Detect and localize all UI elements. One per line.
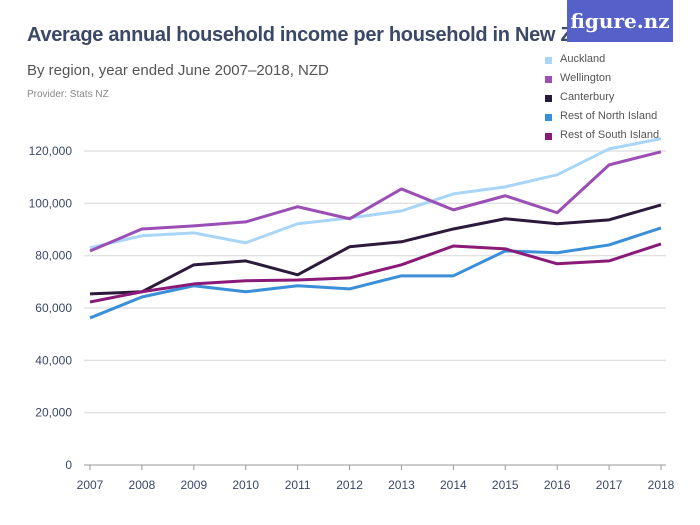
x-tick-label: 2017 [596,478,623,492]
y-tick-label: 80,000 [35,249,72,263]
x-tick-label: 2015 [492,478,519,492]
legend-swatch [545,75,552,83]
y-tick-label: 100,000 [29,196,73,210]
y-tick-label: 20,000 [35,406,72,420]
x-tick-label: 2018 [648,478,675,492]
x-tick-label: 2013 [388,478,415,492]
series-line-rest-of-south-island [89,242,662,304]
provider-note: Provider: Stats NZ [27,89,109,100]
series-line-canterbury [89,203,662,296]
series-line-auckland [89,137,662,250]
x-tick-label: 2008 [129,478,156,492]
legend-label: Canterbury [560,90,615,103]
legend-label: Rest of South Island [560,128,660,141]
y-tick-label: 40,000 [35,353,72,367]
legend-swatch [545,132,552,140]
x-tick-label: 2012 [336,478,363,492]
legend-swatch [545,94,552,102]
legend-item: Rest of North Island [545,106,659,125]
x-tick-label: 2009 [180,478,207,492]
legend-label: Wellington [560,71,612,84]
legend-label: Auckland [560,52,606,65]
y-tick-label: 0 [65,458,72,472]
legend-swatch [545,113,552,121]
series-line-wellington [89,150,662,253]
figure-nz-logo[interactable]: figure.nz [567,0,673,42]
legend-item: Rest of South Island [545,125,659,144]
legend-swatch [545,56,552,64]
x-tick-label: 2016 [544,478,571,492]
chart-subtitle: By region, year ended June 2007–2018, NZ… [27,62,329,79]
series-line-rest-of-north-island [89,226,662,320]
legend-label: Rest of North Island [560,109,658,122]
x-tick-label: 2010 [232,478,259,492]
legend-item: Canterbury [545,87,659,106]
legend: Auckland Wellington Canterbury Rest of Nort… [545,49,659,144]
y-tick-label: 120,000 [29,144,73,158]
legend-item: Wellington [545,68,659,87]
x-tick-label: 2011 [285,478,311,492]
x-tick-label: 2014 [440,478,467,492]
legend-item: Auckland [545,49,659,68]
y-tick-label: 60,000 [35,301,72,315]
chart-title: Average annual household income per hous… [27,24,634,46]
x-tick-label: 2007 [77,478,104,492]
